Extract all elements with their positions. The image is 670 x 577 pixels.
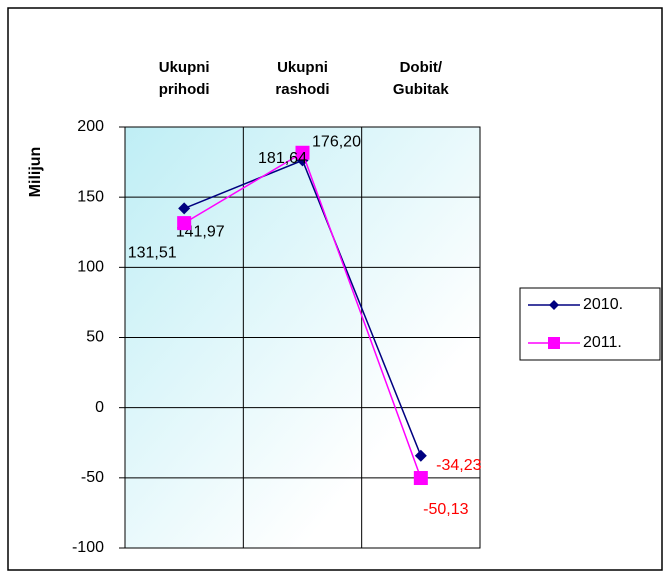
marker — [178, 202, 191, 215]
y-tick-label: -50 — [81, 469, 104, 486]
category-label: Ukupni prihodi — [158, 59, 210, 98]
category-label: Ukupni rashodi — [275, 59, 330, 98]
marker — [177, 216, 192, 231]
legend-marker — [549, 300, 559, 310]
legend-marker — [548, 337, 560, 349]
y-tick-label: -100 — [72, 539, 104, 556]
legend-label: 2011. — [583, 334, 622, 351]
category-label: Dobit/ Gubitak — [392, 59, 449, 98]
data-label: 176,20 — [312, 134, 361, 151]
y-axis-label: Milijun — [27, 147, 44, 198]
marker — [414, 449, 427, 462]
y-tick-label: 200 — [77, 118, 104, 135]
marker — [413, 471, 428, 486]
marker — [295, 145, 310, 160]
data-label: 131,51 — [128, 244, 177, 261]
data-label: 181,64 — [258, 150, 307, 167]
y-tick-label: 150 — [77, 188, 104, 205]
y-tick-label: 50 — [86, 329, 104, 346]
legend-label: 2010. — [583, 296, 623, 313]
legend — [519, 287, 661, 361]
data-label: -34,23 — [436, 457, 481, 474]
y-tick-label: 0 — [95, 399, 104, 416]
plot-border — [124, 126, 481, 549]
data-label: -50,13 — [423, 501, 468, 518]
y-tick-label: 100 — [77, 259, 104, 276]
